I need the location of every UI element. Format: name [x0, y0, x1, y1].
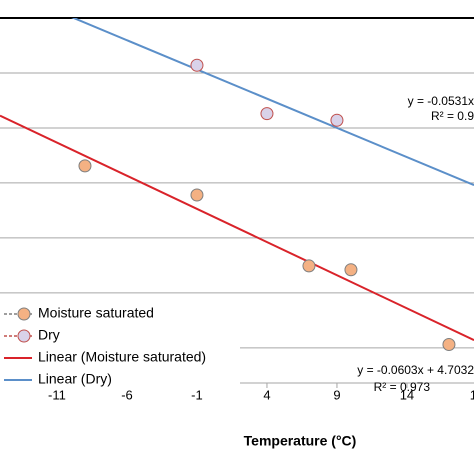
data-point	[330, 113, 344, 127]
x-tick-label: 14	[400, 387, 414, 402]
x-tick-label: -1	[191, 387, 203, 402]
equation-label: R² = 0.973	[374, 380, 431, 394]
data-point	[344, 263, 358, 277]
equation-label: y = -0.0603x + 4.7032	[357, 363, 474, 377]
x-tick-label: -11	[48, 387, 66, 402]
legend-marker	[17, 307, 31, 321]
data-point	[190, 58, 204, 72]
data-point	[78, 159, 92, 173]
legend-label: Dry	[38, 327, 60, 343]
trend-line	[0, 114, 474, 342]
legend-label: Linear (Moisture saturated)	[38, 349, 206, 365]
equation-label: y = -0.0531x	[408, 94, 474, 108]
legend-label: Linear (Dry)	[38, 371, 112, 387]
x-tick-label: 9	[333, 387, 340, 402]
legend-box	[0, 302, 240, 390]
legend-label: Moisture saturated	[38, 305, 154, 321]
legend: Moisture saturated Dry Linear (Moisture sa…	[0, 302, 240, 390]
x-tick-label: -6	[121, 387, 133, 402]
x-tick-label: 4	[263, 387, 270, 402]
trend-line	[71, 18, 474, 187]
x-tick-label: 19	[470, 387, 474, 402]
x-axis-label: Temperature (°C)	[244, 433, 357, 449]
data-point	[442, 338, 456, 352]
equation-label: R² = 0.9	[431, 109, 474, 123]
legend-marker	[17, 329, 31, 343]
data-point	[260, 107, 274, 121]
data-point	[190, 188, 204, 202]
data-point	[302, 259, 316, 273]
plot-area	[0, 18, 474, 352]
